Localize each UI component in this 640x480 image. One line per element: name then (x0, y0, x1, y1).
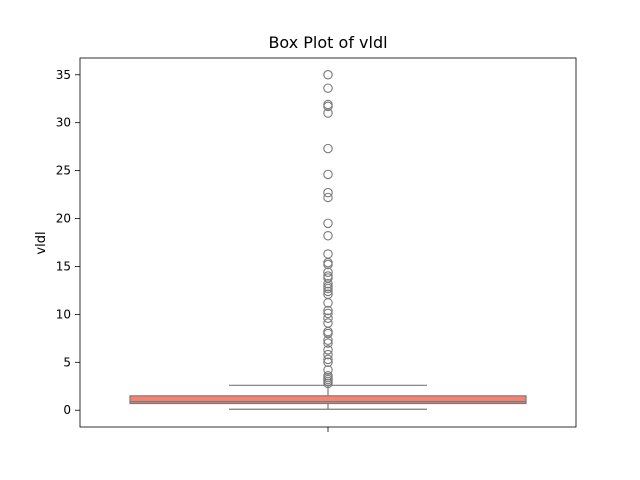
outlier-point (323, 218, 333, 229)
outlier-point (323, 335, 333, 346)
outlier-point (323, 267, 333, 277)
box-iqr (129, 395, 527, 405)
y-tick-label: 25 (56, 164, 71, 178)
y-tick-label: 0 (63, 403, 71, 417)
outlier-point (323, 326, 333, 337)
outlier-point (323, 257, 333, 268)
outlier-point (323, 108, 333, 118)
outlier-point (323, 187, 333, 198)
outlier-point (323, 378, 333, 389)
y-tick-label: 30 (56, 116, 71, 130)
outlier-point (323, 169, 333, 180)
outlier-point (323, 283, 333, 294)
outlier-point (323, 192, 333, 203)
y-axis-label: vldl (34, 231, 49, 254)
outlier-point (323, 349, 333, 360)
outlier-point (323, 338, 333, 348)
outlier-point (323, 354, 333, 365)
y-tick-label: 15 (56, 259, 71, 273)
y-tick-label: 10 (56, 307, 71, 321)
outlier-point (323, 259, 333, 270)
y-tick-label: 20 (56, 212, 71, 226)
outlier-point (323, 231, 333, 241)
outlier-point (323, 313, 333, 323)
outlier-point (323, 308, 333, 319)
outlier-point (323, 286, 333, 297)
outlier-point (323, 70, 333, 80)
outlier-point (323, 101, 333, 112)
outlier-point (323, 249, 333, 259)
outlier-point (323, 298, 333, 308)
outlier-point (323, 328, 333, 339)
outlier-point (323, 83, 333, 93)
outlier-point (323, 278, 333, 289)
outlier-point (323, 143, 333, 154)
outlier-point (323, 305, 333, 316)
outlier-point (323, 345, 333, 355)
outlier-point (323, 365, 333, 375)
chart-title: Box Plot of vldl (268, 33, 387, 52)
outlier-point (323, 99, 333, 110)
y-tick-label: 5 (63, 355, 71, 369)
outlier-point (323, 318, 333, 328)
outlier-point (323, 357, 333, 368)
y-tick-label: 35 (56, 68, 71, 82)
